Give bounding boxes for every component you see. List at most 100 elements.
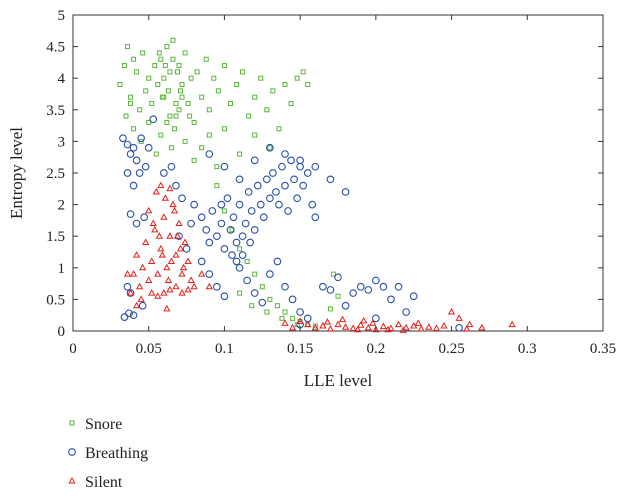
silent-point: [160, 289, 168, 296]
breathing-point: [132, 156, 141, 165]
silent-point: [175, 219, 183, 227]
snore-point: [146, 75, 152, 81]
snore-point: [182, 50, 188, 56]
silent-point: [399, 326, 407, 333]
snore-point: [237, 290, 243, 296]
silent-point: [172, 251, 180, 258]
snore-point: [267, 145, 273, 151]
snore-point: [152, 63, 158, 69]
breathing-point: [281, 150, 289, 158]
snore-point: [259, 284, 265, 290]
silent-point: [508, 320, 516, 328]
silent-point: [163, 263, 171, 271]
breathing-point: [394, 282, 403, 291]
silent-point: [123, 270, 132, 277]
snore-point: [237, 246, 243, 252]
legend-silent-label: Silent: [85, 474, 123, 491]
snore-point: [165, 88, 171, 94]
x-tick-label: 0.1: [215, 341, 234, 357]
breathing-point: [126, 210, 135, 218]
breathing-point: [137, 134, 145, 143]
silent-point: [157, 244, 165, 252]
silent-point: [394, 320, 403, 328]
snore-point: [158, 56, 164, 62]
y-tick-label: 0: [58, 324, 66, 340]
snore-point: [164, 119, 170, 125]
silent-point: [169, 200, 177, 208]
silent-point: [369, 319, 377, 326]
silent-point: [311, 323, 319, 331]
snore-point: [162, 63, 168, 69]
silent-point: [425, 323, 433, 330]
x-tick-label: 0.2: [366, 341, 385, 357]
breathing-point: [120, 313, 129, 321]
snore-point: [161, 75, 167, 81]
breathing-point: [311, 213, 320, 222]
breathing-point: [246, 238, 255, 247]
silent-point: [455, 314, 463, 321]
breathing-point: [253, 181, 262, 190]
breathing-point: [273, 257, 282, 266]
silent-point: [145, 206, 153, 214]
breathing-point: [455, 323, 463, 332]
breathing-point: [278, 162, 286, 171]
breathing-point: [232, 257, 241, 266]
breathing-point: [123, 140, 132, 149]
breathing-point: [311, 162, 320, 171]
series-breathing: [119, 115, 463, 332]
snore-point: [221, 63, 227, 69]
snore-point: [134, 69, 140, 75]
breathing-point: [213, 232, 221, 241]
breathing-point: [272, 188, 280, 196]
snore-point: [214, 183, 220, 189]
snore-point: [117, 82, 123, 88]
breathing-point: [129, 311, 138, 320]
snore-point: [199, 145, 205, 151]
breathing-point: [372, 314, 380, 323]
snore-point: [191, 119, 197, 125]
snore-point: [244, 258, 250, 264]
breathing-point: [296, 162, 304, 171]
y-tick-label: 4: [58, 71, 66, 87]
legend-snore-marker: [69, 420, 75, 426]
legend-breathing-label: Breathing: [85, 445, 148, 462]
breathing-point: [349, 289, 357, 297]
y-axis-title: Entropy level: [7, 127, 26, 219]
snore-point: [140, 50, 146, 56]
silent-point: [161, 194, 170, 201]
breathing-point: [296, 308, 304, 316]
silent-point: [181, 238, 189, 246]
breathing-point: [288, 295, 297, 304]
snore-point: [128, 100, 134, 106]
snore-point: [282, 82, 288, 88]
data-marks: [117, 37, 516, 333]
snore-point: [170, 56, 176, 62]
snore-point: [276, 126, 282, 132]
silent-point: [137, 295, 145, 302]
y-tick-label: 1.5: [46, 229, 65, 245]
silent-point: [157, 181, 165, 189]
series-silent: [123, 181, 516, 333]
snore-point: [249, 303, 255, 309]
snore-point: [156, 50, 162, 56]
silent-point: [167, 257, 176, 264]
silent-point: [155, 232, 163, 239]
breathing-point: [356, 282, 365, 291]
silent-point: [304, 320, 312, 328]
breathing-point: [217, 219, 226, 228]
silent-point: [179, 263, 188, 271]
breathing-point: [141, 162, 150, 171]
silent-point: [139, 263, 147, 271]
snore-point: [264, 309, 270, 315]
snore-point: [294, 75, 300, 81]
snore-point: [123, 113, 129, 119]
silent-point: [173, 232, 182, 239]
y-tick-label: 2: [58, 198, 66, 214]
y-tick-label: 3.5: [46, 103, 65, 119]
silent-point: [414, 319, 422, 326]
breathing-point: [132, 219, 141, 228]
silent-point: [364, 323, 372, 331]
silent-point: [158, 251, 166, 258]
snore-point: [221, 208, 227, 214]
breathing-point: [296, 156, 304, 165]
